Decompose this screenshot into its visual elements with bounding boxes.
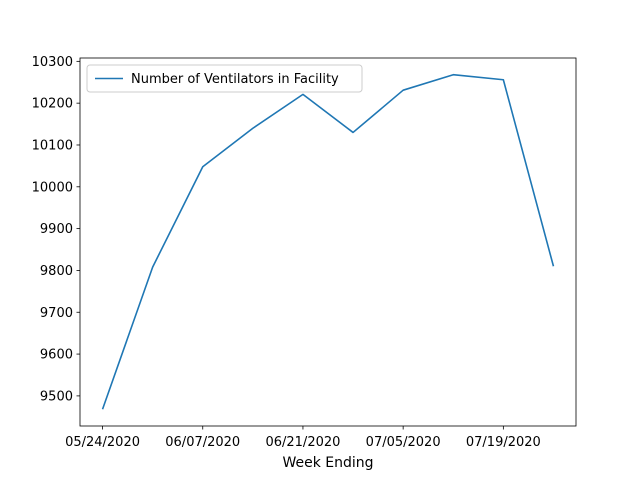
x-tick-label: 07/19/2020	[466, 435, 541, 450]
x-tick-label: 06/07/2020	[165, 435, 240, 450]
plot-frame	[79, 57, 577, 427]
legend-box	[86, 64, 363, 93]
y-tick-label: 9900	[40, 222, 73, 237]
legend: Number of Ventilators in Facility	[86, 64, 363, 93]
legend-label: Number of Ventilators in Facility	[131, 72, 339, 87]
series-line	[101, 73, 555, 410]
x-tick-label: 05/24/2020	[65, 435, 140, 450]
y-tick-label: 9700	[40, 306, 73, 321]
y-tick-label: 9600	[40, 348, 73, 363]
y-tick-label: 10000	[32, 180, 73, 195]
y-tick-label: 9800	[40, 264, 73, 279]
y-tick-label: 10200	[32, 97, 73, 112]
x-axis-label: Week Ending	[282, 455, 373, 471]
y-tick-label: 10300	[32, 55, 73, 70]
y-tick-label: 10100	[32, 138, 73, 153]
x-tick-label: 06/21/2020	[265, 435, 340, 450]
y-tick-label: 9500	[40, 389, 73, 404]
series-layer	[101, 73, 555, 410]
x-tick-label: 07/05/2020	[366, 435, 441, 450]
axes-layer: 9500 9600 9700 9800 9900 10000 10100 10200 10300…	[32, 55, 541, 450]
